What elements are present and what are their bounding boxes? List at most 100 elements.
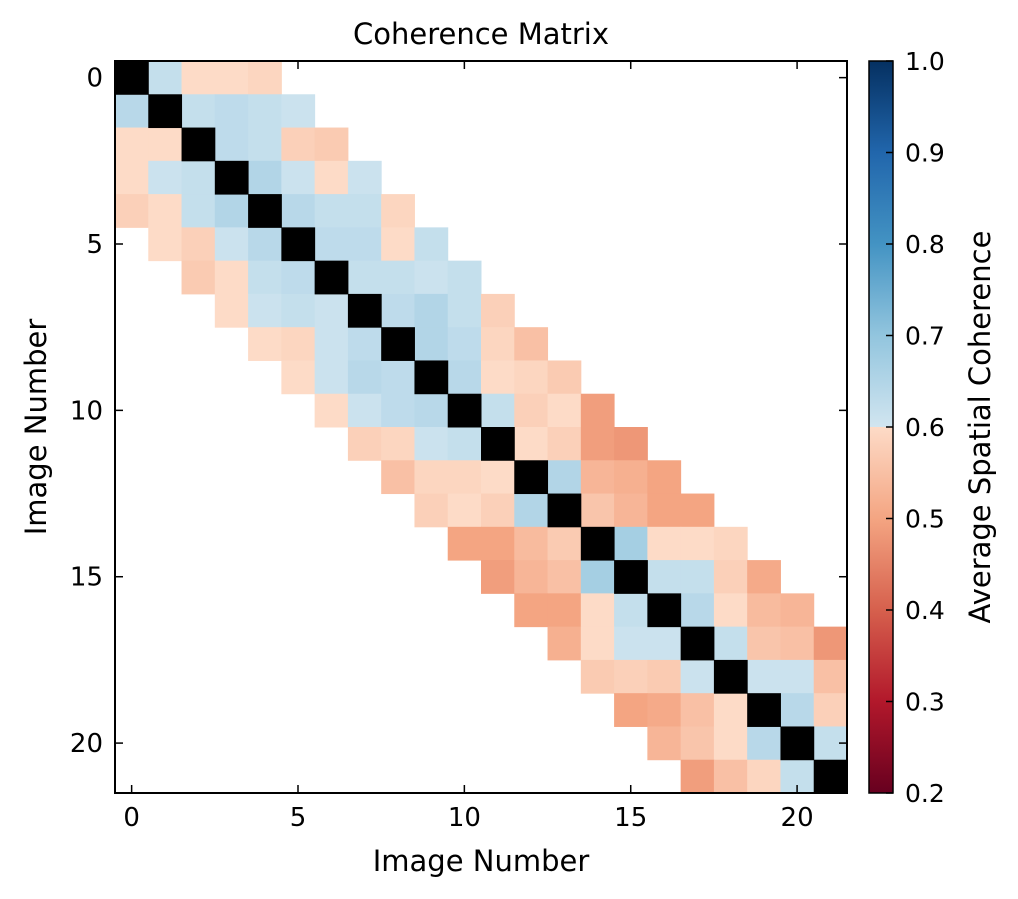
heatmap-cell — [614, 460, 648, 495]
heatmap-cell — [780, 626, 815, 661]
heatmap-cell — [115, 94, 149, 129]
heatmap-cell — [647, 560, 682, 594]
heatmap-cell — [713, 560, 748, 594]
heatmap-cell — [580, 427, 615, 461]
heatmap-cell — [680, 693, 715, 727]
heatmap-cell — [614, 593, 648, 628]
x-tick-label: 10 — [448, 803, 481, 833]
diagonal-cell — [547, 493, 582, 528]
diagonal-cell — [747, 693, 781, 727]
heatmap-cell — [181, 94, 216, 129]
diagonal-cell — [248, 194, 282, 228]
heatmap-cell — [481, 360, 515, 395]
colorbar-tick-label: 0.7 — [905, 322, 945, 351]
plot-frame — [114, 60, 848, 794]
heatmap-cell — [680, 726, 715, 761]
heatmap-cell — [547, 460, 582, 495]
heatmap-cell — [580, 393, 615, 428]
heatmap-cell — [381, 360, 415, 395]
chart-title: Coherence Matrix — [353, 17, 609, 51]
heatmap-cell — [214, 293, 249, 328]
heatmap-cell — [447, 293, 482, 328]
heatmap-cell — [481, 560, 515, 594]
heatmap-cell — [813, 659, 848, 694]
colorbar-tick-label: 0.3 — [905, 688, 945, 717]
heatmap-cell — [614, 626, 648, 661]
heatmap-cell — [314, 327, 349, 361]
heatmap-cell — [414, 327, 449, 361]
heatmap-cell — [780, 693, 815, 727]
heatmap-cell — [347, 327, 382, 361]
y-tick-label: 20 — [70, 729, 103, 759]
x-tick-label: 5 — [290, 803, 307, 833]
heatmap-cell — [248, 94, 282, 129]
heatmap-cell — [281, 293, 316, 328]
heatmap-cell — [547, 593, 582, 628]
heatmap-cell — [647, 460, 682, 495]
heatmap-cell — [381, 427, 415, 461]
heatmap-cell — [747, 659, 781, 694]
diagonal-cell — [214, 160, 249, 195]
y-tick-label: 5 — [86, 230, 103, 260]
heatmap-cell — [281, 327, 316, 361]
heatmap-cell — [481, 460, 515, 495]
heatmap-cell — [248, 227, 282, 262]
y-axis-label: Image Number — [19, 319, 53, 536]
heatmap-cell — [747, 560, 781, 594]
heatmap-cell — [747, 626, 781, 661]
heatmap-cell — [181, 61, 216, 95]
heatmap-cell — [314, 293, 349, 328]
diagonal-cell — [414, 360, 449, 395]
heatmap-cell — [281, 160, 316, 195]
colorbar-tick-label: 0.9 — [905, 139, 945, 168]
heatmap-cell — [447, 427, 482, 461]
heatmap-cell — [580, 593, 615, 628]
heatmap-cell — [314, 227, 349, 262]
heatmap-cell — [514, 593, 549, 628]
heatmap-cell — [148, 227, 183, 262]
x-axis-label: Image Number — [373, 844, 590, 878]
heatmap-cell — [248, 61, 282, 95]
heatmap-cell — [713, 626, 748, 661]
heatmap-cell — [281, 360, 316, 395]
heatmap-cell — [115, 160, 149, 195]
diagonal-cell — [347, 293, 382, 328]
heatmap-cell — [214, 94, 249, 129]
x-axis-ticks: 0 5 10 15 20 — [123, 61, 814, 833]
heatmap-cell — [514, 360, 549, 395]
heatmap-cell — [747, 726, 781, 761]
heatmap-cell — [614, 693, 648, 727]
heatmap-cell — [381, 293, 415, 328]
heatmap-cell — [148, 160, 183, 195]
heatmap-cell — [115, 127, 149, 162]
heatmap-cell — [547, 427, 582, 461]
heatmap-cell — [481, 526, 515, 561]
heatmap-cell — [680, 560, 715, 594]
heatmap-cell — [347, 260, 382, 295]
heatmap-cell — [713, 726, 748, 761]
diagonal-cell — [647, 593, 682, 628]
heatmap-cell — [214, 260, 249, 295]
heatmap-cell — [547, 526, 582, 561]
x-tick-label: 0 — [123, 803, 140, 833]
heatmap-cell — [447, 260, 482, 295]
heatmap-cell — [381, 194, 415, 228]
heatmap-cell — [547, 626, 582, 661]
diagonal-cell — [447, 393, 482, 428]
heatmap-cell — [314, 360, 349, 395]
diagonal-cell — [614, 560, 648, 594]
heatmap-cell — [614, 659, 648, 694]
x-tick-label: 15 — [614, 803, 647, 833]
heatmap-cell — [580, 626, 615, 661]
heatmap-cell — [481, 393, 515, 428]
heatmap-cell — [680, 526, 715, 561]
heatmap-cell — [181, 194, 216, 228]
heatmap-cell — [813, 626, 848, 661]
heatmap-cell — [381, 393, 415, 428]
heatmap-cell — [214, 127, 249, 162]
diagonal-cell — [481, 427, 515, 461]
heatmap-cell — [148, 194, 183, 228]
heatmap-cell — [547, 393, 582, 428]
heatmap-cell — [813, 693, 848, 727]
heatmap-cell — [248, 260, 282, 295]
